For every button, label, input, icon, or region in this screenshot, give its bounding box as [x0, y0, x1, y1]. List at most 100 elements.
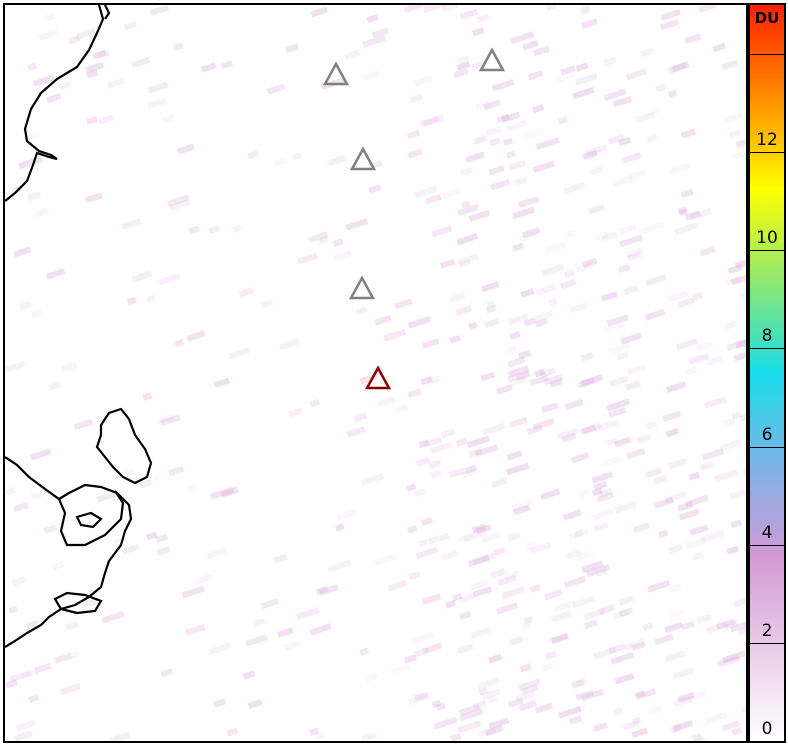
so2-pixel — [53, 652, 72, 664]
so2-pixel — [435, 702, 446, 711]
so2-pixel — [477, 726, 497, 738]
so2-pixel — [731, 411, 743, 420]
so2-pixel — [533, 310, 554, 323]
so2-pixel — [596, 491, 614, 503]
so2-pixel — [277, 627, 294, 638]
so2-pixel — [723, 619, 739, 630]
map-panel[interactable] — [3, 0, 766, 746]
so2-pixel — [153, 473, 164, 482]
volcano-marker-icon[interactable] — [322, 61, 350, 86]
so2-pixel — [295, 606, 320, 620]
so2-pixel — [181, 585, 205, 599]
so2-pixel — [705, 355, 723, 366]
volcano-marker-icon[interactable] — [348, 275, 376, 300]
so2-pixel — [582, 149, 598, 161]
so2-pixel — [678, 208, 688, 217]
so2-pixel — [632, 522, 650, 533]
volcano-marker-icon[interactable] — [349, 146, 377, 171]
so2-pixel — [518, 700, 538, 712]
so2-pixel — [145, 531, 158, 541]
so2-pixel — [383, 328, 407, 342]
colorbar-tick — [750, 741, 784, 742]
so2-pixel — [603, 56, 617, 67]
so2-pixel — [572, 595, 596, 609]
so2-pixel — [539, 488, 561, 501]
so2-pixel — [173, 42, 184, 52]
so2-pixel — [147, 81, 169, 94]
so2-pixel — [408, 570, 421, 581]
so2-pixel — [728, 129, 742, 139]
so2-pixel — [95, 49, 111, 60]
so2-pixel — [60, 361, 78, 373]
so2-pixel — [5, 486, 16, 496]
so2-pixel — [529, 541, 552, 554]
so2-pixel — [586, 564, 611, 577]
so2-pixel — [561, 432, 577, 443]
so2-pixel — [645, 420, 658, 430]
so2-pixel — [618, 223, 637, 236]
so2-pixel — [475, 523, 492, 535]
so2-pixel — [336, 509, 357, 521]
so2-pixel — [200, 62, 217, 73]
so2-pixel — [712, 42, 726, 53]
so2-pixel — [544, 650, 558, 661]
so2-pixel — [601, 290, 619, 302]
so2-pixel — [699, 460, 716, 471]
so2-pixel — [521, 621, 532, 630]
so2-pixel — [677, 692, 695, 703]
so2-pixel — [430, 469, 442, 479]
so2-pixel — [220, 486, 239, 498]
so2-pixel — [406, 129, 421, 140]
so2-pixel — [725, 275, 742, 286]
so2-pixel — [84, 192, 104, 204]
volcano-marker-icon[interactable] — [364, 365, 392, 390]
so2-pixel — [482, 423, 506, 436]
so2-pixel — [677, 206, 688, 215]
so2-pixel — [288, 407, 303, 418]
so2-pixel — [169, 199, 191, 212]
so2-pixel — [156, 413, 175, 425]
so2-pixel — [187, 484, 199, 494]
so2-pixel — [568, 715, 583, 725]
so2-pixel — [228, 347, 250, 360]
so2-pixel — [532, 160, 556, 174]
so2-pixel — [684, 210, 702, 221]
so2-pixel — [131, 56, 151, 69]
colorbar-tick-label: 6 — [761, 424, 773, 445]
so2-pixel — [541, 662, 554, 672]
so2-pixel — [407, 315, 431, 329]
so2-pixel — [86, 69, 99, 79]
so2-pixel — [508, 416, 528, 429]
volcano-marker-icon[interactable] — [478, 47, 506, 72]
colorbar-tick-label: 8 — [761, 326, 773, 347]
so2-pixel — [421, 338, 440, 350]
so2-pixel — [425, 643, 443, 654]
so2-pixel — [478, 687, 489, 696]
so2-pixel — [208, 224, 221, 235]
so2-pixel — [463, 529, 487, 542]
coastline-north — [4, 4, 105, 202]
so2-pixel — [5, 679, 18, 689]
so2-pixel — [413, 185, 438, 199]
so2-pixel — [213, 698, 226, 708]
so2-pixel — [639, 47, 654, 58]
so2-pixel — [724, 320, 738, 331]
so2-pixel — [455, 305, 473, 316]
so2-pixel — [489, 178, 511, 191]
so2-pixel — [649, 705, 662, 715]
so2-pixel — [410, 631, 435, 645]
so2-pixel — [549, 378, 563, 388]
so2-pixel — [495, 384, 514, 395]
so2-pixel — [460, 200, 471, 209]
so2-pixel — [456, 61, 471, 71]
so2-pixel — [628, 169, 647, 181]
so2-pixel — [684, 494, 709, 508]
so2-pixel — [106, 77, 126, 89]
so2-pixel — [310, 6, 329, 18]
so2-pixel — [624, 638, 646, 651]
so2-pixel — [631, 727, 649, 739]
so2-pixel — [577, 377, 595, 389]
so2-pixel — [31, 309, 43, 319]
so2-pixel — [569, 302, 589, 314]
so2-pixel — [457, 203, 480, 217]
